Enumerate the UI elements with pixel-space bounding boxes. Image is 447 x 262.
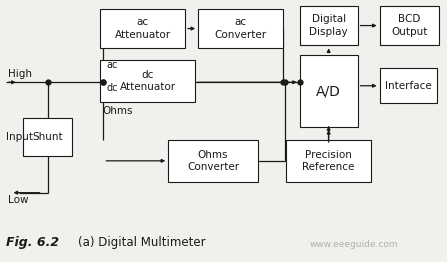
Text: Shunt: Shunt (32, 132, 63, 142)
Bar (101, 9, 185, 48)
Text: ac: ac (106, 60, 118, 70)
Bar (300, 55, 358, 127)
Bar (286, 140, 371, 182)
Text: Input: Input (6, 133, 33, 143)
Bar (300, 6, 358, 45)
Text: Digital
Display: Digital Display (309, 14, 348, 37)
Text: dc
Attenuator: dc Attenuator (120, 70, 176, 92)
Text: Low: Low (8, 195, 28, 205)
Text: dc: dc (106, 83, 118, 93)
Text: Fig. 6.2: Fig. 6.2 (6, 236, 59, 249)
Text: Precision
Reference: Precision Reference (302, 150, 354, 172)
Text: A/D: A/D (316, 84, 341, 98)
Text: ac
Attenuator: ac Attenuator (115, 17, 171, 40)
Text: High: High (8, 69, 32, 79)
Bar (168, 140, 258, 182)
Text: ac
Converter: ac Converter (215, 17, 266, 40)
Bar (101, 60, 195, 102)
Bar (380, 68, 437, 103)
Text: www.eeeguide.com: www.eeeguide.com (310, 240, 398, 249)
Text: (a) Digital Multimeter: (a) Digital Multimeter (63, 236, 205, 249)
Bar (23, 118, 72, 156)
Text: Interface: Interface (385, 81, 432, 91)
Bar (198, 9, 283, 48)
Text: Ohms: Ohms (102, 106, 133, 116)
Text: Ohms
Converter: Ohms Converter (187, 150, 239, 172)
Bar (380, 6, 439, 45)
Text: BCD
Output: BCD Output (391, 14, 428, 37)
